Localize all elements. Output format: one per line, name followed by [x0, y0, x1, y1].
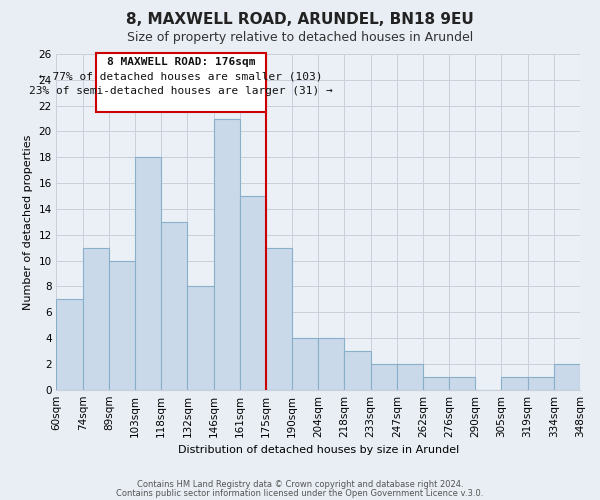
Text: 8 MAXWELL ROAD: 176sqm: 8 MAXWELL ROAD: 176sqm	[107, 57, 255, 67]
Y-axis label: Number of detached properties: Number of detached properties	[23, 134, 33, 310]
Bar	[214, 118, 239, 390]
Bar	[161, 222, 187, 390]
FancyBboxPatch shape	[96, 52, 266, 112]
Bar	[554, 364, 580, 390]
Bar	[344, 351, 371, 390]
Text: 23% of semi-detached houses are larger (31) →: 23% of semi-detached houses are larger (…	[29, 86, 332, 96]
Bar	[318, 338, 344, 390]
Text: Size of property relative to detached houses in Arundel: Size of property relative to detached ho…	[127, 31, 473, 44]
Bar	[83, 248, 109, 390]
Text: ← 77% of detached houses are smaller (103): ← 77% of detached houses are smaller (10…	[39, 72, 323, 82]
Bar	[109, 260, 135, 390]
Bar	[135, 158, 161, 390]
Bar	[397, 364, 423, 390]
Text: 8, MAXWELL ROAD, ARUNDEL, BN18 9EU: 8, MAXWELL ROAD, ARUNDEL, BN18 9EU	[126, 12, 474, 28]
Bar	[371, 364, 397, 390]
Bar	[502, 377, 527, 390]
Bar	[266, 248, 292, 390]
Bar	[449, 377, 475, 390]
Bar	[423, 377, 449, 390]
Text: Contains public sector information licensed under the Open Government Licence v.: Contains public sector information licen…	[116, 488, 484, 498]
X-axis label: Distribution of detached houses by size in Arundel: Distribution of detached houses by size …	[178, 445, 459, 455]
Bar	[292, 338, 318, 390]
Bar	[239, 196, 266, 390]
Bar	[56, 300, 83, 390]
Bar	[527, 377, 554, 390]
Bar	[187, 286, 214, 390]
Text: Contains HM Land Registry data © Crown copyright and database right 2024.: Contains HM Land Registry data © Crown c…	[137, 480, 463, 489]
